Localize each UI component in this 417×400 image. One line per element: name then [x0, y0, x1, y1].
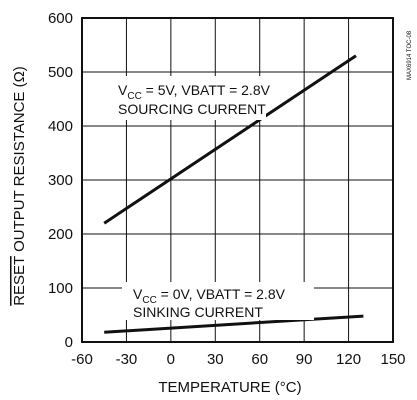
x-tick-label: 90 [296, 351, 313, 368]
y-axis-label-rest: OUTPUT RESISTANCE (Ω) [11, 66, 28, 256]
sinking-annotation-line2: SINKING CURRENT [133, 304, 263, 320]
series-lines [103, 54, 364, 334]
x-tick-label: 60 [251, 351, 268, 368]
x-tick-label: 120 [336, 351, 361, 368]
plot-frame [81, 17, 394, 343]
y-axis-label: RESET OUTPUT RESISTANCE (Ω) [11, 66, 28, 306]
y-tick-label: 200 [48, 226, 73, 243]
y-tick-label: 0 [65, 334, 73, 351]
y-tick-label: 400 [48, 118, 73, 135]
y-tick-label: 100 [48, 280, 73, 297]
sourcing-current-line [103, 54, 357, 225]
y-axis-label-reset: RESET [11, 256, 28, 306]
sinking-annotation-line1: VCC = 0V, VBATT = 2.8V [133, 286, 286, 306]
sourcing-annotation-background [114, 76, 266, 120]
x-tick-label: 150 [380, 351, 405, 368]
x-tick-label: -60 [71, 351, 93, 368]
x-tick-label: 30 [207, 351, 224, 368]
y-tick-label: 500 [48, 64, 73, 81]
x-axis-label: TEMPERATURE (°C) [158, 379, 301, 396]
sourcing-annotation-line2: SOURCING CURRENT [118, 101, 266, 117]
y-tick-label: 600 [48, 10, 73, 27]
sourcing-annotation-line1: VCC = 5V, VBATT = 2.8V [118, 82, 271, 102]
sinking-annotation-background [122, 282, 314, 320]
x-tick-label: 0 [167, 351, 175, 368]
y-tick-label: 300 [48, 172, 73, 189]
figure-id-watermark: MAX6914 TOC-08 [407, 30, 413, 80]
x-tick-label: -30 [116, 351, 138, 368]
sinking-current-line [104, 314, 364, 334]
tick-labels: -60 -30 0 30 60 90 120 150 0 100 200 300 400 500 600 [48, 10, 406, 368]
